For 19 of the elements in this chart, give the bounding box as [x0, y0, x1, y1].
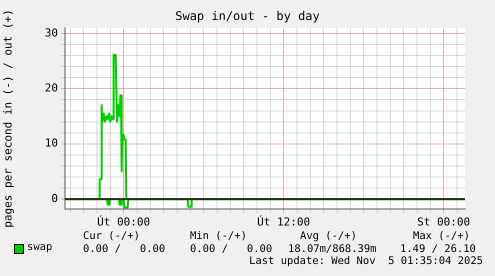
chart-title: Swap in/out - by day — [175, 9, 320, 23]
text: Avg (-/+) — [300, 230, 357, 243]
y-tick-label: 20 — [44, 82, 58, 95]
text: 18.07m/868.39m — [288, 243, 377, 256]
x-tick-label: Út 12:00 — [257, 214, 310, 228]
text: Last update: Wed Nov 5 01:35:04 2025 — [249, 255, 483, 268]
text: Max (-/+) — [413, 230, 470, 243]
x-tick-label: St 00:00 — [417, 215, 470, 228]
y-tick-label: 10 — [44, 136, 58, 150]
text: Cur (-/+) — [83, 230, 140, 243]
text: 0.00 / 0.00 — [83, 243, 166, 256]
text: 1.49 / 26.10 — [400, 243, 476, 256]
legend-label: swap — [27, 241, 52, 254]
x-tick-label: Út 00:00 — [97, 214, 150, 228]
y-tick-label: 30 — [44, 26, 58, 40]
text: Min (-/+) — [190, 230, 247, 243]
y-axis-title: pages per second in (-) / out (+) — [1, 9, 14, 228]
y-tick-label: 0 — [51, 192, 58, 205]
text: 0.00 / 0.00 — [190, 243, 272, 256]
